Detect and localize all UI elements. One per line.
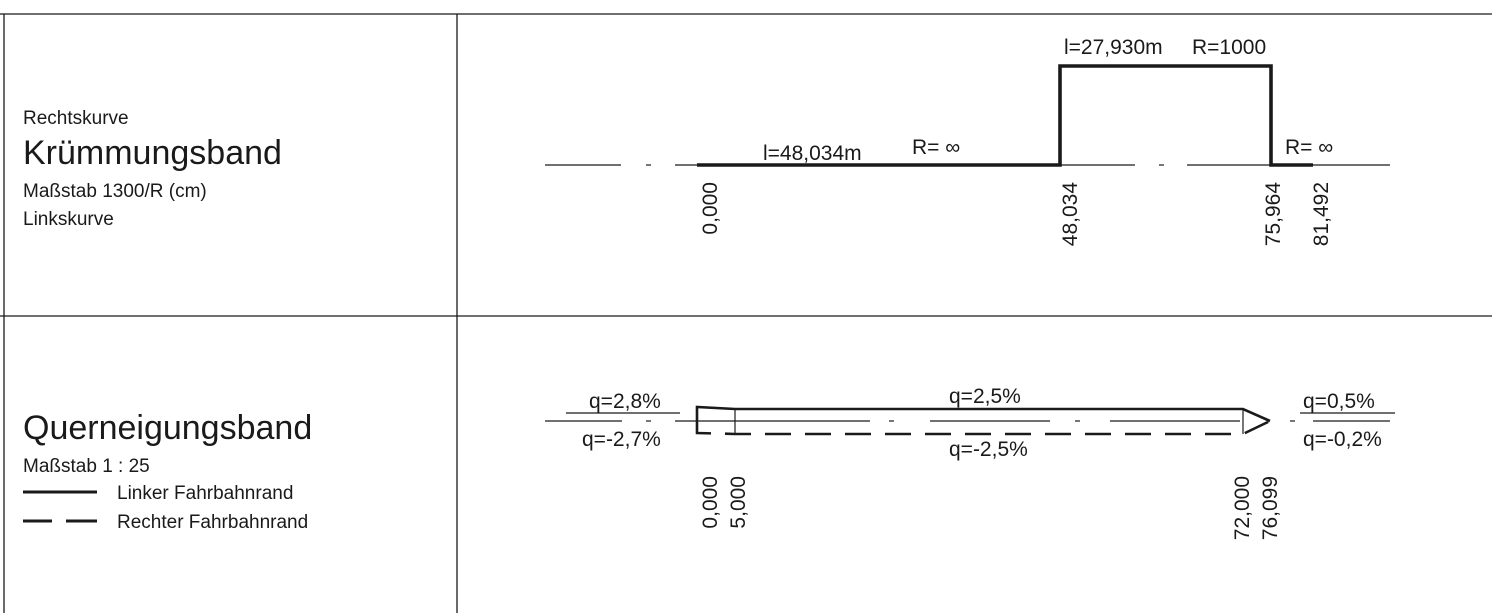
crossfall-band-graphic: q=2,8% q=-2,7% q=2,5% q=-2,5% q=0,5% q=-… xyxy=(545,385,1395,540)
curvature-line xyxy=(697,64,1313,167)
start-left-crossfall-label: q=2,8% xyxy=(589,390,661,413)
crossfall-station-label: 0,000 xyxy=(699,476,722,529)
table-frame xyxy=(0,13,1492,613)
end-right-crossfall-label: q=-0,2% xyxy=(1303,428,1382,451)
curvature-band-labels: Rechtskurve Krümmungsband Maßstab 1300/R… xyxy=(23,108,282,230)
curvature-band-graphic: l=48,034m R= ∞ l=27,930m R=1000 R= ∞ 0,0… xyxy=(545,36,1390,246)
segment1-length-label: l=48,034m xyxy=(763,142,862,165)
curvature-station-label: 48,034 xyxy=(1059,182,1082,247)
right-curve-label: Rechtskurve xyxy=(23,108,129,129)
segment2-radius-label: R=1000 xyxy=(1192,36,1266,59)
crossfall-station-label: 76,099 xyxy=(1259,476,1282,540)
crossfall-station-label: 5,000 xyxy=(727,476,750,529)
segment2-length-label: l=27,930m xyxy=(1064,36,1163,59)
crossfall-station-label: 72,000 xyxy=(1231,476,1254,540)
legend-right-edge-label: Rechter Fahrbahnrand xyxy=(117,512,308,533)
start-right-crossfall-label: q=-2,7% xyxy=(582,428,661,451)
segment3-radius-label: R= ∞ xyxy=(1285,136,1333,159)
curvature-station-label: 75,964 xyxy=(1262,182,1285,247)
segment1-radius-label: R= ∞ xyxy=(912,136,960,159)
crossfall-band-labels: Querneigungsband Maßstab 1 : 25 Linker F… xyxy=(23,409,312,533)
left-curve-label: Linkskurve xyxy=(23,209,114,230)
mid-right-crossfall-label: q=-2,5% xyxy=(949,438,1028,461)
curvature-band-title: Krümmungsband xyxy=(23,134,282,172)
curvature-band-scale: Maßstab 1300/R (cm) xyxy=(23,181,207,202)
crossfall-band-scale: Maßstab 1 : 25 xyxy=(23,456,150,477)
curvature-station-label: 0,000 xyxy=(699,182,722,235)
end-left-crossfall-label: q=0,5% xyxy=(1303,390,1375,413)
mid-left-crossfall-label: q=2,5% xyxy=(949,385,1021,408)
curvature-station-label: 81,492 xyxy=(1310,182,1333,246)
legend-left-edge-label: Linker Fahrbahnrand xyxy=(117,483,293,504)
crossfall-band-title: Querneigungsband xyxy=(23,409,312,447)
right-edge-line xyxy=(695,419,1271,436)
left-edge-line xyxy=(695,405,1271,423)
